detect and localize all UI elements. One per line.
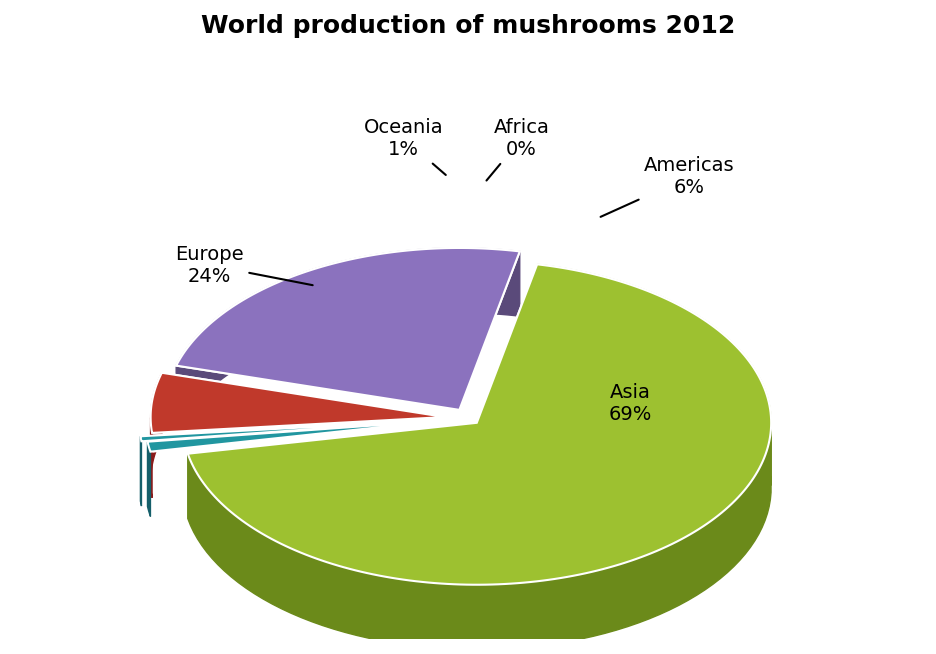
Text: Oceania
1%: Oceania 1%	[363, 118, 446, 175]
Text: Europe
24%: Europe 24%	[175, 245, 313, 286]
Polygon shape	[140, 421, 433, 441]
Polygon shape	[151, 373, 162, 482]
Polygon shape	[151, 373, 445, 433]
Polygon shape	[147, 421, 439, 452]
Polygon shape	[536, 264, 770, 485]
Polygon shape	[147, 421, 439, 452]
Title: World production of mushrooms 2012: World production of mushrooms 2012	[201, 14, 735, 37]
Polygon shape	[151, 418, 152, 498]
Text: Africa
0%: Africa 0%	[486, 118, 548, 181]
Polygon shape	[187, 264, 770, 585]
Text: Asia
69%: Asia 69%	[608, 383, 651, 424]
Polygon shape	[187, 428, 770, 649]
Polygon shape	[176, 248, 519, 430]
Polygon shape	[147, 441, 151, 517]
Polygon shape	[151, 373, 445, 433]
Polygon shape	[140, 436, 141, 506]
Polygon shape	[187, 264, 770, 585]
Polygon shape	[176, 248, 519, 410]
Text: Americas
6%: Americas 6%	[600, 156, 734, 217]
Polygon shape	[176, 248, 519, 410]
Polygon shape	[140, 421, 433, 441]
